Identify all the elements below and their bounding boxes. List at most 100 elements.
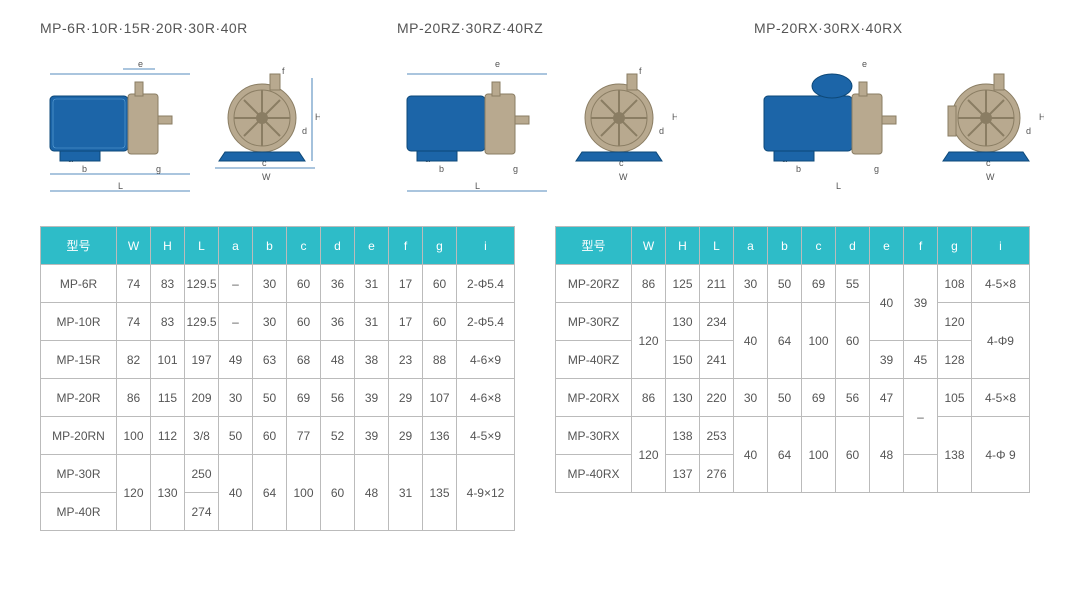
group-rz: MP-20RZ·30RZ·40RZ e L b a g (397, 20, 694, 196)
cell: 48 (870, 417, 904, 493)
diagrams: e L b a g W c H d f (397, 46, 694, 196)
cell: 74 (117, 265, 151, 303)
svg-text:b: b (82, 164, 87, 174)
cell: 112 (151, 417, 185, 455)
cell: 69 (802, 265, 836, 303)
th: g (938, 227, 972, 265)
th: H (666, 227, 700, 265)
cell: 60 (423, 265, 457, 303)
cell: 60 (253, 417, 287, 455)
cell: 274 (185, 493, 219, 531)
cell: 64 (768, 417, 802, 493)
cell: 128 (938, 341, 972, 379)
cell: – (219, 303, 253, 341)
th: a (734, 227, 768, 265)
cell: MP-20RN (41, 417, 117, 455)
cell: 40 (870, 265, 904, 341)
cell: 29 (389, 379, 423, 417)
cell: 220 (700, 379, 734, 417)
pump-front-view: W c H d f (210, 46, 320, 196)
cell: 2-Φ5.4 (457, 265, 515, 303)
cell: 120 (632, 303, 666, 379)
cell: – (904, 379, 938, 455)
cell: 56 (321, 379, 355, 417)
cell: 40 (734, 417, 768, 493)
cell: 30 (253, 265, 287, 303)
svg-text:L: L (836, 181, 841, 191)
cell: 88 (423, 341, 457, 379)
cell: 77 (287, 417, 321, 455)
svg-text:L: L (118, 181, 123, 191)
cell: 136 (423, 417, 457, 455)
cell: MP-40RX (556, 455, 632, 493)
cell: 49 (219, 341, 253, 379)
table-row: MP-20RN1001123/85060775239291364-5×9 (41, 417, 515, 455)
cell: 130 (666, 303, 700, 341)
cell: 50 (219, 417, 253, 455)
cell: 4-9×12 (457, 455, 515, 531)
spec-table-left: 型号 W H L a b c d e f g i MP-6R7483129.5–… (40, 226, 515, 531)
cell: MP-30RX (556, 417, 632, 455)
cell: 105 (938, 379, 972, 417)
cell: 69 (287, 379, 321, 417)
cell: 39 (870, 341, 904, 379)
cell: 36 (321, 303, 355, 341)
th: L (185, 227, 219, 265)
pump-front-view: W c H d f (567, 46, 677, 196)
th: c (287, 227, 321, 265)
cell: 31 (389, 455, 423, 531)
th: d (836, 227, 870, 265)
cell: MP-40R (41, 493, 117, 531)
cell: 45 (904, 341, 938, 379)
table-header-row: 型号 W H L a b c d e f g i (41, 227, 515, 265)
cell: 60 (287, 303, 321, 341)
cell: 64 (768, 303, 802, 379)
th: e (870, 227, 904, 265)
cell: 211 (700, 265, 734, 303)
cell: 23 (389, 341, 423, 379)
cell: 64 (253, 455, 287, 531)
cell: 4-5×9 (457, 417, 515, 455)
th-model: 型号 (556, 227, 632, 265)
table-row: MP-20RX861302203050695647–1054-5×8 (556, 379, 1030, 417)
cell: 40 (734, 303, 768, 379)
cell: 2-Φ5.4 (457, 303, 515, 341)
group-title: MP-20RZ·30RZ·40RZ (397, 20, 694, 36)
th: g (423, 227, 457, 265)
diagrams: e L b a g W c H d (754, 46, 1051, 196)
th: L (700, 227, 734, 265)
svg-text:d: d (302, 126, 307, 136)
table-row: MP-20RZ861252113050695540391084-5×8 (556, 265, 1030, 303)
cell: 69 (802, 379, 836, 417)
th: f (389, 227, 423, 265)
cell: 129.5 (185, 303, 219, 341)
th: W (117, 227, 151, 265)
cell: 60 (423, 303, 457, 341)
cell: 56 (836, 379, 870, 417)
th: c (802, 227, 836, 265)
th: f (904, 227, 938, 265)
svg-text:b: b (439, 164, 444, 174)
cell: MP-6R (41, 265, 117, 303)
diagram-row: MP-6R·10R·15R·20R·30R·40R e L b a g (40, 20, 1051, 196)
cell: 48 (355, 455, 389, 531)
cell: 108 (938, 265, 972, 303)
svg-text:b: b (796, 164, 801, 174)
svg-text:f: f (639, 66, 642, 76)
cell: 38 (355, 341, 389, 379)
svg-text:W: W (986, 172, 995, 182)
cell: 52 (321, 417, 355, 455)
cell: 107 (423, 379, 457, 417)
svg-text:H: H (672, 112, 677, 122)
svg-text:d: d (1026, 126, 1031, 136)
pump-side-view: e L b a g (397, 46, 547, 196)
cell: 209 (185, 379, 219, 417)
cell: 129.5 (185, 265, 219, 303)
cell: 130 (151, 455, 185, 531)
table-row: MP-10R7483129.5–3060363117602-Φ5.4 (41, 303, 515, 341)
cell: 74 (117, 303, 151, 341)
cell: 125 (666, 265, 700, 303)
cell: 130 (666, 379, 700, 417)
group-r: MP-6R·10R·15R·20R·30R·40R e L b a g (40, 20, 337, 196)
cell: 50 (253, 379, 287, 417)
